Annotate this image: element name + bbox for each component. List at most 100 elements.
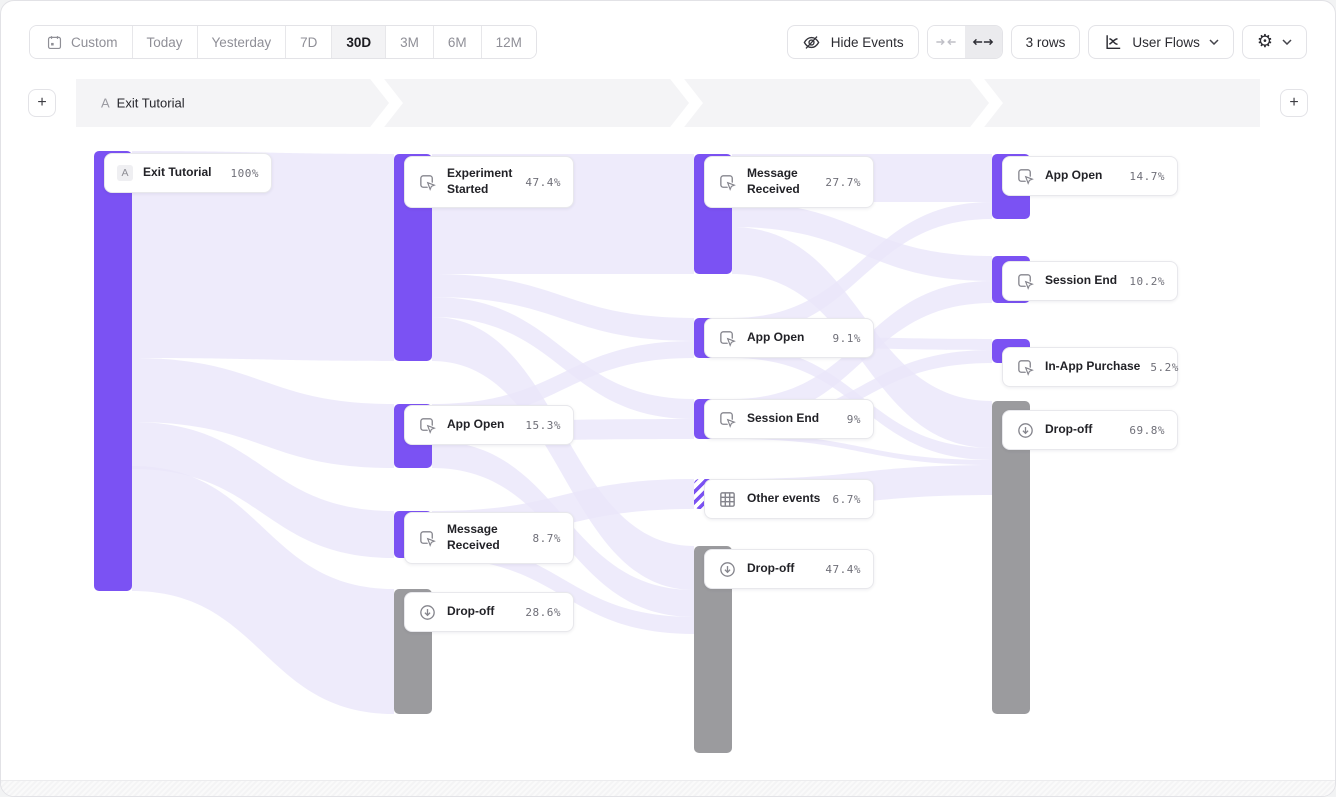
flow-node-card[interactable]: In-App Purchase 5.2% — [1002, 347, 1178, 387]
flow-node-card[interactable]: Session End 10.2% — [1002, 261, 1178, 301]
date-range-label: 7D — [300, 34, 318, 50]
settings-dropdown[interactable]: ⚙ — [1241, 25, 1307, 59]
event-icon — [717, 328, 737, 348]
collapse-columns-button[interactable] — [927, 26, 965, 58]
drop-off-icon — [717, 559, 737, 579]
date-range-yesterday[interactable]: Yesterday — [197, 26, 287, 58]
flow-node-card[interactable]: Experiment Started 47.4% — [404, 156, 574, 208]
toolbar: Custom Today Yesterday 7D 30D 3M 6M 12M Hide Ev… — [1, 1, 1335, 59]
date-range-label: 3M — [400, 34, 419, 50]
date-range-3m[interactable]: 3M — [386, 26, 434, 58]
flow-node-percent: 47.4% — [825, 562, 861, 576]
add-step-before-button[interactable]: + — [28, 89, 56, 117]
event-icon — [1015, 357, 1035, 377]
flow-node-percent: 14.7% — [1129, 169, 1165, 183]
flow-node-card[interactable]: App Open 15.3% — [404, 405, 574, 445]
toolbar-right: Hide Events 3 rows — [786, 25, 1307, 59]
date-range-today[interactable]: Today — [132, 26, 198, 58]
collapse-columns-icon — [936, 38, 956, 46]
flow-node-percent: 28.6% — [525, 605, 561, 619]
event-icon — [1015, 271, 1035, 291]
flow-node-label: In-App Purchase — [1045, 359, 1141, 374]
column-width-toggle — [926, 25, 1003, 59]
start-event-breadcrumb[interactable]: A Exit Tutorial — [101, 96, 185, 111]
flow-node-label: Message Received — [747, 166, 800, 196]
flow-node-label: Experiment Started — [447, 166, 513, 196]
flow-node-percent: 10.2% — [1129, 274, 1165, 288]
flow-link — [432, 297, 694, 419]
flow-node-card[interactable]: Message Received 8.7% — [404, 512, 574, 564]
flow-node-label: Exit Tutorial — [143, 165, 212, 180]
flow-node-percent: 5.2% — [1150, 360, 1179, 374]
flow-node-label: Drop-off — [447, 604, 495, 619]
flow-link — [132, 358, 394, 468]
flow-node-card[interactable]: Drop-off 69.8% — [1002, 410, 1178, 450]
flow-node-percent: 27.7% — [825, 175, 861, 189]
footer-strip — [1, 780, 1335, 796]
user-flows-chart-icon — [1103, 32, 1123, 52]
date-range-group: Custom Today Yesterday 7D 30D 3M 6M 12M — [29, 25, 537, 59]
flow-node-card[interactable]: Session End 9% — [704, 399, 874, 439]
other-events-grid-icon — [717, 489, 737, 509]
flow-node-card[interactable]: Other events 6.7% — [704, 479, 874, 519]
flow-link — [132, 466, 394, 714]
event-icon — [1015, 166, 1035, 186]
flow-node-card[interactable]: Drop-off 28.6% — [404, 592, 574, 632]
series-badge: A — [117, 165, 133, 181]
hide-events-button[interactable]: Hide Events — [786, 25, 919, 59]
event-icon — [417, 528, 437, 548]
event-icon — [717, 409, 737, 429]
flow-node-label: App Open — [747, 330, 805, 345]
flow-node-label: Drop-off — [1045, 422, 1093, 437]
flow-node-percent: 9% — [846, 412, 861, 426]
gear-icon: ⚙ — [1256, 31, 1273, 52]
flow-link — [132, 422, 394, 558]
event-icon — [417, 172, 437, 192]
drop-off-icon — [417, 602, 437, 622]
view-type-label: User Flows — [1132, 34, 1200, 50]
rows-label: 3 rows — [1025, 34, 1066, 50]
start-event-name: Exit Tutorial — [116, 95, 185, 111]
flow-node-label: Drop-off — [747, 561, 795, 576]
flow-node-label: Message Received — [447, 522, 500, 552]
date-range-6m[interactable]: 6M — [433, 26, 482, 58]
date-range-label: 30D — [346, 34, 372, 50]
flow-node-label: App Open — [447, 417, 505, 432]
view-type-dropdown[interactable]: User Flows — [1088, 25, 1234, 59]
eye-off-icon — [802, 32, 822, 52]
flow-node-label: Session End — [747, 411, 820, 426]
flow-node-card[interactable]: Message Received 27.7% — [704, 156, 874, 208]
flow-node-percent: 15.3% — [525, 418, 561, 432]
date-range-7d[interactable]: 7D — [286, 26, 333, 58]
flow-node-card[interactable]: App Open 14.7% — [1002, 156, 1178, 196]
event-icon — [717, 172, 737, 192]
flow-node-bar[interactable] — [992, 401, 1030, 714]
flow-node-percent: 9.1% — [832, 331, 861, 345]
event-icon — [417, 415, 437, 435]
date-range-label: 6M — [447, 34, 467, 50]
chevron-down-icon — [1282, 39, 1292, 45]
date-range-label: Yesterday — [211, 34, 272, 50]
date-range-custom[interactable]: Custom — [30, 26, 133, 58]
flow-node-bar[interactable] — [94, 151, 132, 591]
flow-link — [732, 202, 992, 335]
flow-node-card[interactable]: Drop-off 47.4% — [704, 549, 874, 589]
step-separator-chevrons — [370, 79, 1003, 127]
flow-node-label: Other events — [747, 491, 821, 506]
flow-link — [432, 274, 694, 341]
start-event-prefix: A — [101, 95, 110, 111]
date-range-12m[interactable]: 12M — [481, 26, 536, 58]
rows-button[interactable]: 3 rows — [1010, 25, 1081, 59]
flow-node-card[interactable]: A Exit Tutorial 100% — [104, 153, 272, 193]
date-range-label: Today — [146, 34, 183, 50]
calendar-icon — [44, 32, 64, 52]
add-step-after-button[interactable]: + — [1280, 89, 1308, 117]
chevron-down-icon — [1209, 39, 1219, 45]
expand-columns-button[interactable] — [964, 26, 1002, 58]
flow-node-percent: 6.7% — [832, 492, 861, 506]
date-range-30d[interactable]: 30D — [332, 26, 387, 58]
flow-node-label: Session End — [1045, 273, 1118, 288]
flow-node-card[interactable]: App Open 9.1% — [704, 318, 874, 358]
date-range-label: 12M — [495, 34, 522, 50]
